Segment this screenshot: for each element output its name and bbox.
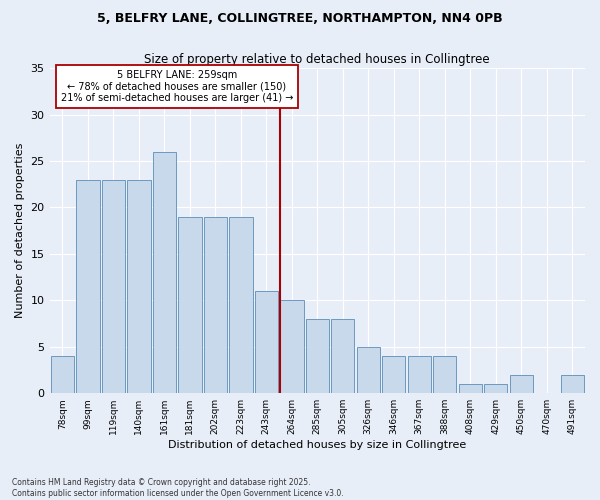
Bar bbox=[560, 374, 584, 393]
Bar bbox=[203, 216, 227, 393]
Bar bbox=[152, 152, 176, 393]
Text: Contains HM Land Registry data © Crown copyright and database right 2025.
Contai: Contains HM Land Registry data © Crown c… bbox=[12, 478, 344, 498]
Bar bbox=[356, 347, 380, 393]
Bar bbox=[331, 319, 355, 393]
Bar bbox=[458, 384, 482, 393]
X-axis label: Distribution of detached houses by size in Collingtree: Distribution of detached houses by size … bbox=[168, 440, 466, 450]
Bar bbox=[229, 216, 253, 393]
Bar bbox=[101, 180, 125, 393]
Bar bbox=[382, 356, 406, 393]
Bar bbox=[433, 356, 457, 393]
Bar bbox=[484, 384, 508, 393]
Bar bbox=[254, 291, 278, 393]
Bar bbox=[178, 216, 202, 393]
Title: Size of property relative to detached houses in Collingtree: Size of property relative to detached ho… bbox=[145, 52, 490, 66]
Bar bbox=[50, 356, 74, 393]
Bar bbox=[280, 300, 304, 393]
Y-axis label: Number of detached properties: Number of detached properties bbox=[15, 143, 25, 318]
Bar bbox=[407, 356, 431, 393]
Bar bbox=[127, 180, 151, 393]
Text: 5, BELFRY LANE, COLLINGTREE, NORTHAMPTON, NN4 0PB: 5, BELFRY LANE, COLLINGTREE, NORTHAMPTON… bbox=[97, 12, 503, 26]
Bar bbox=[76, 180, 100, 393]
Bar bbox=[509, 374, 533, 393]
Text: 5 BELFRY LANE: 259sqm
← 78% of detached houses are smaller (150)
21% of semi-det: 5 BELFRY LANE: 259sqm ← 78% of detached … bbox=[61, 70, 293, 103]
Bar bbox=[305, 319, 329, 393]
